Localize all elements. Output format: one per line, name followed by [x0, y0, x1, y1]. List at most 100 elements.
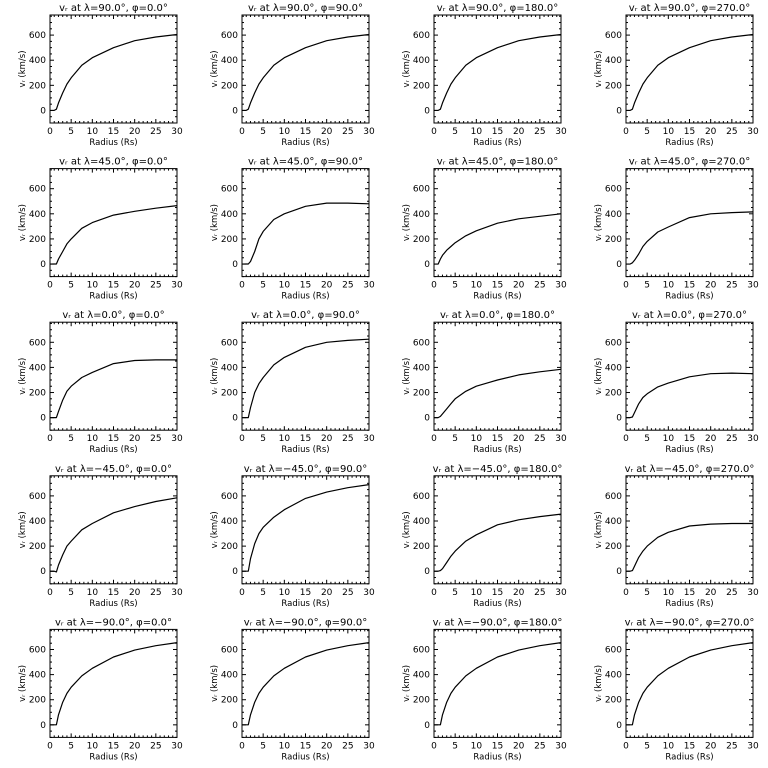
y-axis-label: vᵣ (km/s)	[18, 511, 28, 548]
y-tick-label: 200	[221, 81, 238, 91]
x-tick-label: 5	[68, 588, 74, 598]
x-tick-label: 15	[108, 741, 119, 751]
panel-title: vᵣ at λ=45.0°, φ=0.0°	[59, 157, 168, 168]
x-tick-label: 25	[342, 281, 353, 291]
y-tick-label: 0	[616, 567, 622, 577]
x-tick-label: 25	[150, 281, 161, 291]
y-tick-label: 200	[29, 696, 46, 706]
plot-frame	[49, 321, 178, 431]
plot-frame	[433, 475, 562, 585]
y-tick-label: 200	[413, 696, 430, 706]
y-tick-label: 600	[221, 31, 238, 41]
series-line	[433, 642, 562, 726]
x-tick-label: 15	[684, 741, 695, 751]
y-tick-label: 200	[605, 542, 622, 552]
y-tick-label: 0	[232, 260, 238, 270]
x-tick-label: 20	[129, 434, 141, 444]
x-tick-label: 15	[300, 434, 311, 444]
x-tick-label: 20	[705, 281, 717, 291]
y-tick-label: 600	[29, 185, 46, 195]
x-tick-label: 30	[363, 741, 375, 751]
panel: vᵣ at λ=90.0°, φ=180.0° 0 5 10 15 20 25 30 0 200 4…	[402, 3, 567, 148]
x-tick-label: 0	[47, 127, 53, 137]
plot-frame	[241, 168, 370, 278]
x-tick-label: 5	[452, 281, 458, 291]
x-tick-label: 30	[747, 588, 759, 598]
panel: vᵣ at λ=−90.0°, φ=180.0° 0 5 10 15 20 25 30 0 200…	[402, 617, 567, 762]
x-tick-label: 10	[279, 281, 291, 291]
x-tick-label: 5	[68, 127, 74, 137]
x-axis-label: Radius (Rs)	[281, 292, 329, 302]
x-tick-label: 15	[300, 281, 311, 291]
y-tick-label: 400	[29, 671, 46, 681]
x-tick-label: 0	[239, 434, 245, 444]
series-line	[241, 642, 370, 726]
x-tick-label: 20	[129, 588, 141, 598]
y-tick-label: 0	[40, 567, 46, 577]
x-tick-label: 15	[300, 588, 311, 598]
x-tick-label: 15	[684, 281, 695, 291]
x-tick-label: 25	[342, 588, 353, 598]
y-tick-label: 200	[29, 542, 46, 552]
x-tick-label: 10	[471, 281, 483, 291]
x-tick-label: 10	[663, 434, 675, 444]
y-axis-label: vᵣ (km/s)	[594, 50, 604, 87]
y-tick-label: 0	[232, 414, 238, 424]
y-axis-label: vᵣ (km/s)	[18, 204, 28, 241]
y-tick-label: 400	[413, 363, 430, 373]
y-tick-label: 400	[605, 517, 622, 527]
panel-title: vᵣ at λ=−90.0°, φ=180.0°	[433, 617, 563, 628]
panel-title: vᵣ at λ=90.0°, φ=90.0°	[248, 3, 363, 14]
x-tick-label: 20	[321, 281, 333, 291]
y-axis-label: vᵣ (km/s)	[402, 204, 412, 241]
x-tick-label: 0	[431, 127, 437, 137]
x-axis-label: Radius (Rs)	[473, 599, 521, 609]
x-tick-label: 25	[726, 281, 737, 291]
y-tick-label: 400	[29, 210, 46, 220]
x-tick-label: 25	[150, 741, 161, 751]
panel-title: vᵣ at λ=45.0°, φ=90.0°	[248, 157, 363, 168]
y-tick-label: 0	[424, 567, 430, 577]
panel: vᵣ at λ=−45.0°, φ=180.0° 0 5 10 15 20 25 30 0 200…	[402, 464, 567, 609]
panel: vᵣ at λ=90.0°, φ=270.0° 0 5 10 15 20 25 30 0 200 4…	[594, 3, 759, 148]
y-tick-label: 0	[40, 260, 46, 270]
panel: vᵣ at λ=−90.0°, φ=270.0° 0 5 10 15 20 25 30 0 200…	[594, 617, 759, 762]
y-tick-label: 400	[605, 210, 622, 220]
x-axis-label: Radius (Rs)	[473, 445, 521, 455]
y-tick-label: 200	[605, 696, 622, 706]
plot-frame	[241, 14, 370, 124]
y-tick-label: 400	[221, 671, 238, 681]
y-tick-label: 600	[605, 31, 622, 41]
y-axis-label: vᵣ (km/s)	[210, 511, 220, 548]
x-tick-label: 30	[363, 588, 375, 598]
panel: vᵣ at λ=−45.0°, φ=90.0° 0 5 10 15 20 25 30 0 200 4…	[210, 464, 375, 609]
y-axis-label: vᵣ (km/s)	[18, 50, 28, 87]
panel-title: vᵣ at λ=90.0°, φ=180.0°	[437, 3, 558, 14]
panel: vᵣ at λ=−45.0°, φ=270.0° 0 5 10 15 20 25 30 0 200…	[594, 464, 759, 609]
x-tick-label: 15	[492, 741, 503, 751]
x-tick-label: 5	[644, 741, 650, 751]
y-tick-label: 0	[40, 106, 46, 116]
x-tick-label: 0	[431, 588, 437, 598]
y-tick-label: 200	[29, 235, 46, 245]
x-tick-label: 10	[663, 127, 675, 137]
x-tick-label: 0	[623, 741, 629, 751]
panel-title: vᵣ at λ=45.0°, φ=180.0°	[437, 157, 558, 168]
y-axis-label: vᵣ (km/s)	[402, 511, 412, 548]
x-tick-label: 20	[705, 588, 717, 598]
x-tick-label: 0	[239, 127, 245, 137]
panel-title: vᵣ at λ=−45.0°, φ=90.0°	[244, 464, 367, 475]
y-tick-label: 200	[413, 235, 430, 245]
panel: vᵣ at λ=0.0°, φ=90.0° 0 5 10 15 20 25 30 0 200 400…	[210, 310, 375, 455]
x-tick-label: 25	[726, 127, 737, 137]
x-tick-label: 20	[321, 434, 333, 444]
x-axis-label: Radius (Rs)	[665, 138, 713, 148]
x-tick-label: 25	[534, 741, 545, 751]
x-tick-label: 25	[726, 434, 737, 444]
x-tick-label: 0	[623, 588, 629, 598]
x-axis-label: Radius (Rs)	[281, 599, 329, 609]
panel-title: vᵣ at λ=−90.0°, φ=90.0°	[244, 617, 367, 628]
y-tick-label: 200	[221, 542, 238, 552]
x-tick-label: 25	[342, 434, 353, 444]
